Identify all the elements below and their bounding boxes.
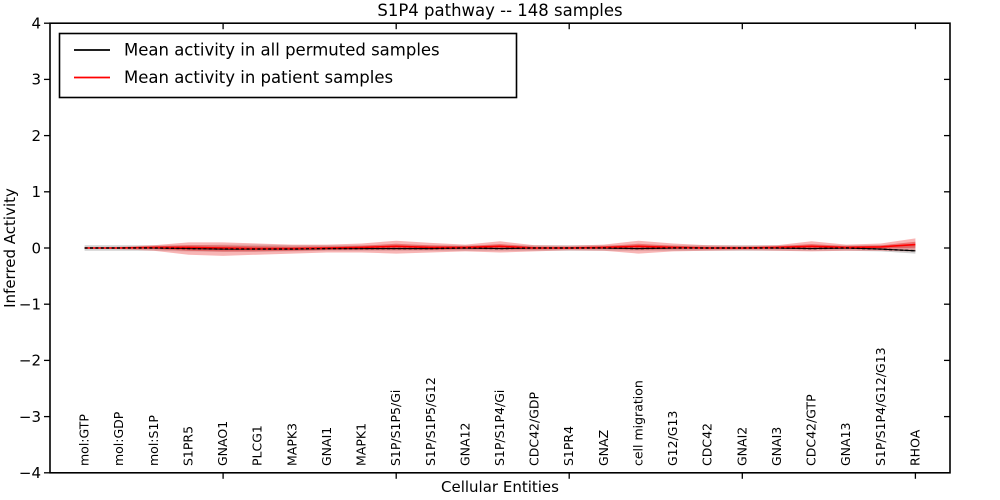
x-tick-label: GNAO1 xyxy=(215,421,230,466)
x-tick-label: GNAI1 xyxy=(319,427,334,466)
y-tick-label: −4 xyxy=(19,464,41,482)
y-tick-label: 3 xyxy=(31,71,41,89)
x-tick-label: cell migration xyxy=(630,380,645,466)
x-axis-label: Cellular Entities xyxy=(441,478,559,496)
y-tick-label: −2 xyxy=(19,352,41,370)
x-tick-label: S1P/S1P5/Gi xyxy=(388,390,403,466)
x-tick-label: GNAZ xyxy=(596,430,611,466)
y-tick-label: −1 xyxy=(19,296,41,314)
legend-label-permuted: Mean activity in all permuted samples xyxy=(124,41,440,60)
x-tick-label: S1P/S1P4/Gi xyxy=(492,390,507,466)
x-tick-label: GNAI3 xyxy=(769,427,784,466)
x-tick-label: S1PR5 xyxy=(180,426,195,466)
x-tick-label: CDC42 xyxy=(700,423,715,466)
x-tick-label: MAPK3 xyxy=(284,423,299,466)
chart-title: S1P4 pathway -- 148 samples xyxy=(377,1,622,20)
y-tick-label: 2 xyxy=(31,127,41,145)
legend-box xyxy=(58,32,518,99)
x-tick-label: MAPK1 xyxy=(354,423,369,466)
legend: Mean activity in all permuted samples Me… xyxy=(58,32,518,99)
legend-label-patient: Mean activity in patient samples xyxy=(124,68,393,87)
x-tick-label: mol:GTP xyxy=(77,414,92,466)
x-tick-label: GNA12 xyxy=(457,423,472,467)
x-tick-label: S1P/S1P5/G12 xyxy=(423,377,438,466)
x-tick-label: GNAI2 xyxy=(734,427,749,466)
x-tick-label: S1P/S1P4/G12/G13 xyxy=(873,347,888,466)
y-tick-label: 0 xyxy=(31,239,41,257)
y-tick-label: 1 xyxy=(31,183,41,201)
x-tick-label: CDC42/GDP xyxy=(527,391,542,466)
series-layer xyxy=(84,238,916,256)
x-tick-label: mol:GDP xyxy=(111,411,126,466)
y-axis-label: Inferred Activity xyxy=(1,188,19,308)
permuted-mean-line xyxy=(84,247,916,252)
y-tick-label: −3 xyxy=(19,408,41,426)
plot-area: −4 −3 −2 −1 0 1 2 3 4 mol:GTP mol:GDP mol:S1P S1PR5 G… xyxy=(19,15,951,482)
x-tick-label: CDC42/GTP xyxy=(804,394,819,466)
x-tick-label: G12/G13 xyxy=(665,411,680,466)
y-tick-label: 4 xyxy=(31,15,41,33)
x-tick-label: GNA13 xyxy=(838,423,853,467)
x-tick-label: mol:S1P xyxy=(146,415,161,466)
x-tick-label: RHOA xyxy=(907,429,922,466)
x-tick-label: PLCG1 xyxy=(250,425,265,466)
x-tick-label: S1PR4 xyxy=(561,426,576,466)
